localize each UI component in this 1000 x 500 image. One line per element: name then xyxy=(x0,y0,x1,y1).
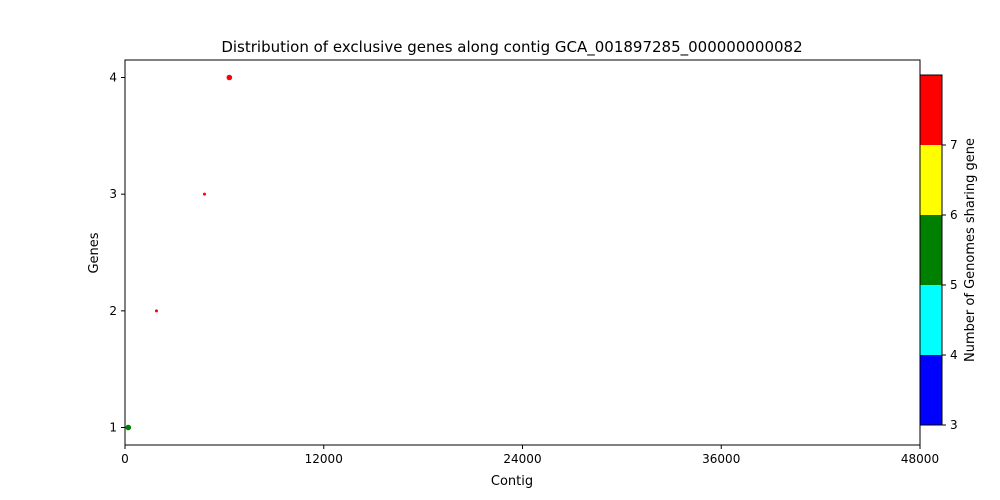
colorbar-segment xyxy=(920,145,942,215)
x-tick-label: 12000 xyxy=(305,452,343,466)
colorbar-tick-label: 4 xyxy=(950,348,958,362)
y-axis: 1 2 3 4 xyxy=(109,71,125,435)
y-tick-label: 4 xyxy=(109,71,117,85)
colorbar-tick-label: 6 xyxy=(950,208,958,222)
x-tick-label: 48000 xyxy=(901,452,939,466)
colorbar-label: Number of Genomes sharing gene xyxy=(963,138,978,362)
colorbar-segment xyxy=(920,75,942,145)
colorbar-segment xyxy=(920,355,942,425)
x-tick-label: 0 xyxy=(121,452,129,466)
data-point xyxy=(203,192,206,196)
colorbar: 3 4 5 6 7 xyxy=(919,74,958,432)
y-tick-label: 1 xyxy=(109,421,117,435)
y-tick-label: 2 xyxy=(109,304,117,318)
data-points xyxy=(125,74,233,431)
colorbar-tick-label: 5 xyxy=(950,278,958,292)
x-axis-label: Contig xyxy=(491,474,533,489)
plot-area xyxy=(124,59,921,446)
colorbar-segment xyxy=(920,285,942,355)
colorbar-tick-label: 7 xyxy=(950,138,958,152)
data-point xyxy=(154,309,158,313)
x-axis: 0 12000 24000 36000 48000 xyxy=(121,445,939,466)
chart-title: Distribution of exclusive genes along co… xyxy=(221,38,802,57)
data-point xyxy=(226,74,233,81)
colorbar-frame xyxy=(919,74,943,426)
data-point xyxy=(125,424,132,431)
colorbar-tick-label: 3 xyxy=(950,418,958,432)
y-tick-label: 3 xyxy=(109,187,117,201)
colorbar-segment xyxy=(920,215,942,285)
x-tick-label: 24000 xyxy=(503,452,541,466)
x-tick-label: 36000 xyxy=(702,452,740,466)
y-axis-label: Genes xyxy=(87,232,102,273)
